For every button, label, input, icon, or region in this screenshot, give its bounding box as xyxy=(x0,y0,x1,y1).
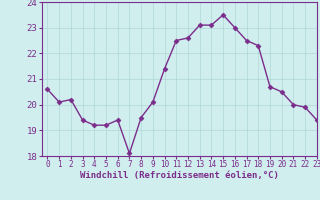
X-axis label: Windchill (Refroidissement éolien,°C): Windchill (Refroidissement éolien,°C) xyxy=(80,171,279,180)
